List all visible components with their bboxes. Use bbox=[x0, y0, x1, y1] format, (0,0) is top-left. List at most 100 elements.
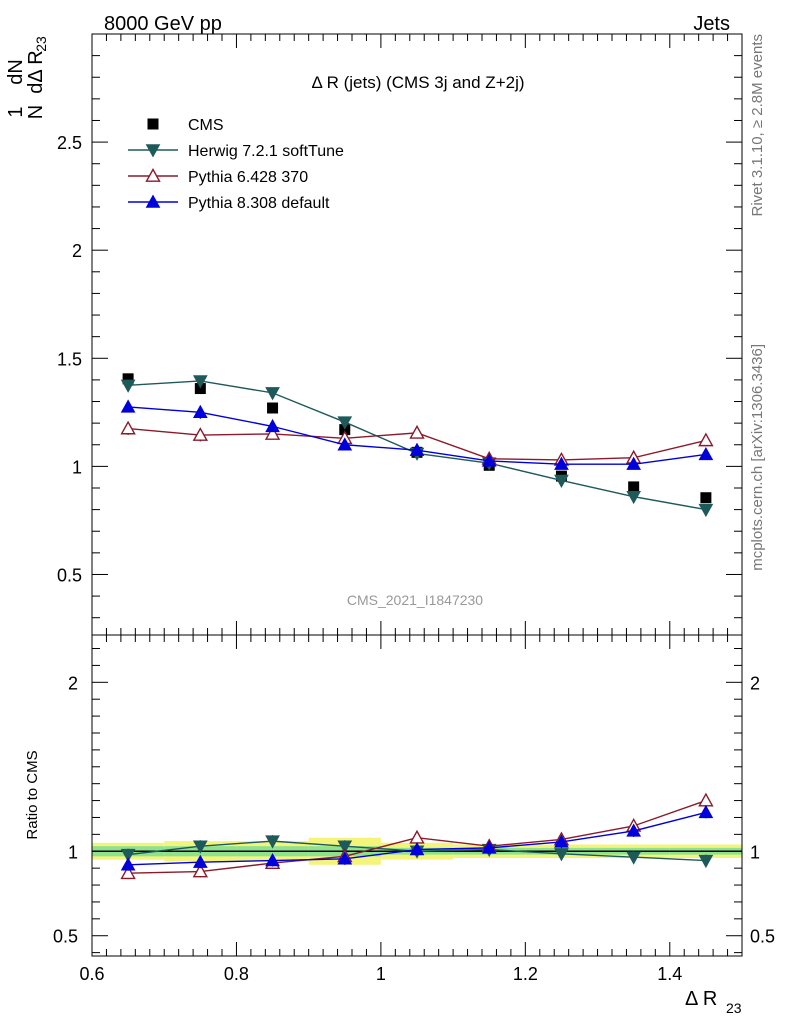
watermark-label: CMS_2021_I1847230 bbox=[347, 592, 483, 608]
legend: CMS Herwig 7.2.1 softTune Pythia 6.428 370… bbox=[128, 117, 344, 212]
legend-label: CMS bbox=[188, 117, 224, 134]
ratio-y-axis-label: Ratio to CMS bbox=[24, 750, 41, 839]
y-label-fraction-den: N bbox=[25, 105, 47, 119]
data-point bbox=[120, 399, 136, 413]
data-point bbox=[265, 387, 280, 401]
header-right-label: Jets bbox=[693, 13, 730, 35]
ratio-series-1 bbox=[120, 792, 714, 880]
ratio-point bbox=[698, 854, 714, 869]
data-point bbox=[267, 402, 279, 414]
data-point bbox=[628, 481, 640, 493]
ratio-point bbox=[265, 853, 280, 867]
data-point bbox=[337, 416, 353, 430]
x-tick-label: 1 bbox=[376, 964, 386, 984]
data-point bbox=[554, 474, 569, 488]
data-point bbox=[337, 437, 353, 451]
main-series-layer bbox=[120, 373, 714, 518]
main-y-tick-label: 0.5 bbox=[57, 565, 82, 585]
main-y-tick-label: 1 bbox=[72, 457, 82, 477]
data-point bbox=[700, 492, 712, 504]
data-point bbox=[409, 442, 425, 456]
ratio-point bbox=[409, 842, 425, 856]
ratio-point bbox=[337, 851, 353, 865]
ratio-point bbox=[120, 857, 136, 871]
ratio-point bbox=[337, 840, 353, 854]
ratio-y-tick-label-left: 0.5 bbox=[53, 927, 78, 947]
ratio-point bbox=[626, 823, 642, 837]
data-point bbox=[626, 490, 642, 505]
legend-entry-3: Pythia 8.308 default bbox=[128, 194, 330, 212]
ratio-point bbox=[554, 848, 569, 862]
mcplots-side-label: mcplots.cern.ch [arXiv:1306.3436] bbox=[749, 344, 766, 571]
data-point bbox=[192, 375, 208, 389]
data-point bbox=[120, 379, 136, 393]
main-chart-title: Δ R (jets) (CMS 3j and Z+2j) bbox=[311, 73, 524, 92]
ratio-plot-frame bbox=[91, 634, 743, 957]
data-point bbox=[192, 404, 208, 419]
data-point bbox=[698, 446, 714, 461]
ratio-point bbox=[698, 792, 714, 807]
x-tick-label: 1.2 bbox=[513, 964, 538, 984]
data-point bbox=[264, 426, 281, 440]
main-y-tick-label: 1.5 bbox=[57, 349, 82, 369]
ratio-point bbox=[698, 804, 714, 819]
data-point bbox=[554, 456, 569, 470]
data-point bbox=[626, 456, 642, 470]
x-label-main: Δ R bbox=[685, 988, 717, 1010]
data-point bbox=[120, 420, 136, 435]
ratio-point bbox=[192, 840, 208, 854]
data-point bbox=[698, 503, 714, 518]
ratio-point bbox=[192, 854, 208, 868]
legend-label: Herwig 7.2.1 softTune bbox=[188, 143, 344, 160]
axes-layer: 0.6 0.8 1 1.2 1.4 0.5 1 1.5 2 2.5 0.5 0.5 1 1 2 2 bbox=[53, 33, 775, 984]
data-point bbox=[194, 383, 206, 395]
ratio-point bbox=[554, 834, 569, 848]
main-y-axis-label: 1 N dN dΔ R 23 bbox=[5, 36, 49, 119]
x-label-sub: 23 bbox=[726, 1000, 742, 1016]
legend-entry-2: Pythia 6.428 370 bbox=[128, 168, 308, 186]
ratio-point bbox=[409, 829, 425, 844]
y-label-main: dN bbox=[5, 59, 27, 85]
x-tick-label: 0.8 bbox=[224, 964, 249, 984]
data-point bbox=[339, 424, 351, 436]
legend-entry-1: Herwig 7.2.1 softTune bbox=[128, 143, 344, 160]
legend-label: Pythia 8.308 default bbox=[188, 195, 330, 212]
x-axis-label: Δ R 23 bbox=[685, 988, 742, 1016]
ratio-series-2 bbox=[120, 804, 714, 871]
data-point bbox=[481, 453, 497, 467]
legend-marker bbox=[145, 194, 161, 208]
ratio-y-tick-label-left: 2 bbox=[68, 673, 78, 693]
y-label-fraction-num: 1 bbox=[5, 106, 27, 117]
x-tick-label: 0.6 bbox=[79, 964, 104, 984]
legend-marker bbox=[147, 118, 159, 130]
x-tick-label: 1.4 bbox=[657, 964, 682, 984]
data-point bbox=[698, 432, 714, 447]
data-point bbox=[192, 427, 209, 441]
data-point bbox=[409, 424, 425, 439]
ratio-point bbox=[120, 848, 136, 863]
ratio-y-tick-label-right: 2 bbox=[750, 673, 760, 693]
legend-marker bbox=[145, 144, 161, 158]
ratio-point bbox=[192, 863, 209, 878]
data-point bbox=[122, 373, 134, 385]
legend-marker bbox=[145, 168, 161, 182]
header-left-label: 8000 GeV pp bbox=[104, 13, 222, 35]
ratio-point bbox=[120, 865, 136, 880]
legend-label: Pythia 6.428 370 bbox=[188, 169, 308, 186]
data-point bbox=[265, 418, 280, 433]
ratio-y-tick-label-left: 1 bbox=[68, 842, 78, 862]
ratio-point bbox=[265, 835, 280, 849]
ratio-series-layer bbox=[120, 792, 714, 880]
main-y-tick-label: 2.5 bbox=[57, 133, 82, 153]
series-3 bbox=[120, 399, 714, 470]
ratio-point bbox=[481, 840, 497, 854]
rivet-side-label: Rivet 3.1.10, ≥ 2.8M events bbox=[749, 34, 766, 217]
main-y-tick-label: 2 bbox=[72, 241, 82, 261]
ratio-point bbox=[626, 851, 642, 865]
y-label-den-prefix: dΔ R bbox=[25, 50, 47, 93]
legend-entry-0: CMS bbox=[147, 117, 224, 134]
ratio-y-tick-label-right: 1 bbox=[750, 842, 760, 862]
y-label-den-sub: 23 bbox=[33, 36, 49, 52]
ratio-y-tick-label-right: 0.5 bbox=[750, 927, 775, 947]
